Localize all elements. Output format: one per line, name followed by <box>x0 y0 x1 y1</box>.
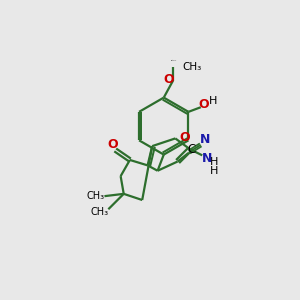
Text: methoxy: methoxy <box>171 60 177 61</box>
Text: CH₃: CH₃ <box>86 191 104 201</box>
Text: O: O <box>163 73 174 85</box>
Text: O: O <box>199 98 209 111</box>
Text: O: O <box>179 131 190 144</box>
Text: N: N <box>202 152 212 165</box>
Text: C: C <box>188 143 196 156</box>
Text: H: H <box>210 157 218 167</box>
Text: N: N <box>200 134 211 146</box>
Text: H: H <box>210 166 218 176</box>
Text: CH₃: CH₃ <box>182 62 202 72</box>
Text: H: H <box>209 96 217 106</box>
Text: O: O <box>108 138 118 151</box>
Text: CH₃: CH₃ <box>90 207 108 217</box>
